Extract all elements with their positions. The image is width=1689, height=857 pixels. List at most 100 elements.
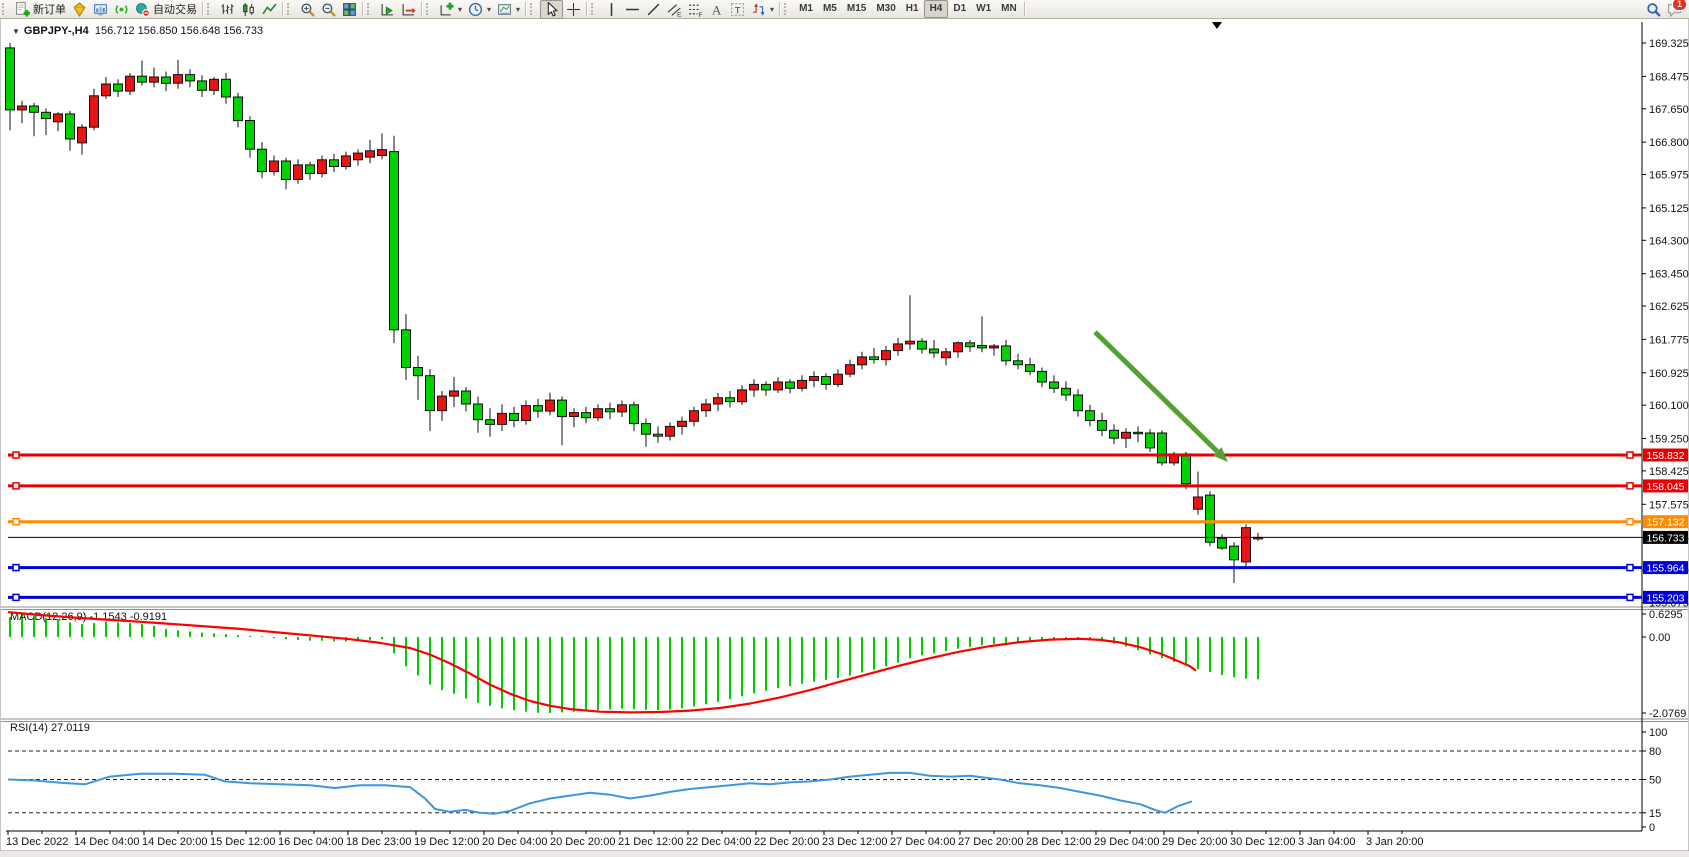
candle: [449, 390, 459, 397]
toolbar-button-zoom-out[interactable]: [318, 1, 339, 18]
toolbar-button-chart-shift[interactable]: [398, 1, 419, 18]
toolbar-button-text[interactable]: A: [706, 1, 727, 18]
candle: [1025, 364, 1035, 372]
price-chip-label: 155.964: [1647, 563, 1685, 575]
toolbar-button-fibonacci[interactable]: F: [685, 1, 706, 18]
time-label: 23 Dec 12:00: [822, 836, 887, 848]
toolbar-grip[interactable]: [530, 3, 537, 15]
toolbar-grip[interactable]: [2, 3, 9, 15]
candle: [1181, 453, 1191, 485]
toolbar-grip[interactable]: [426, 3, 433, 15]
toolbar-button-crosshair[interactable]: [563, 1, 584, 18]
toolbar-button-horizontal-line[interactable]: [622, 1, 643, 18]
toolbar-button-new-order[interactable]: 新订单: [12, 1, 69, 18]
rsi-line: [7, 771, 1193, 815]
trend-arrow[interactable]: [1093, 330, 1220, 454]
price-chip: [1643, 515, 1688, 529]
toolbar-button-indicators[interactable]: ▾: [436, 1, 465, 18]
toolbar-separator: [282, 2, 283, 16]
price-tick-label: 157.575: [1649, 499, 1689, 511]
toolbar-button-search[interactable]: [1643, 1, 1664, 18]
collapse-icon[interactable]: ▼: [12, 27, 20, 36]
toolbar-button-zoom-in[interactable]: [297, 1, 318, 18]
tf-H4[interactable]: H4: [923, 0, 949, 18]
time-label: 22 Dec 04:00: [686, 836, 751, 848]
dropdown-caret-icon[interactable]: ▾: [487, 4, 492, 14]
price-chip-label: 156.733: [1647, 532, 1685, 544]
dropdown-caret-icon[interactable]: ▾: [516, 4, 521, 14]
candle: [749, 383, 759, 391]
toolbar-button-periods[interactable]: ▾: [465, 1, 494, 18]
toolbar-button-candlestick-chart[interactable]: [238, 1, 259, 18]
candle: [797, 379, 807, 389]
toolbar-button-auto-trading[interactable]: 自动交易: [132, 1, 200, 18]
candle: [437, 395, 447, 412]
candle: [785, 381, 795, 389]
rsi-pane[interactable]: [2, 722, 1640, 831]
toolbar-separator: [1023, 2, 1025, 16]
line-handle[interactable]: [1626, 593, 1634, 602]
tf-M5[interactable]: M5: [822, 3, 837, 14]
line-handle[interactable]: [12, 451, 20, 459]
rsi-tick-label: 50: [1649, 775, 1661, 787]
indicators-icon: [439, 2, 454, 17]
toolbar-grip[interactable]: [287, 3, 294, 15]
toolbar-button-vertical-line[interactable]: [601, 1, 622, 18]
toolbar-grip[interactable]: [367, 3, 374, 15]
line-handle[interactable]: [12, 517, 20, 526]
candle: [581, 412, 591, 419]
toolbar-button-tile-windows[interactable]: [339, 1, 360, 18]
macd-pane[interactable]: [2, 610, 1640, 718]
price-tick-label: 168.475: [1649, 71, 1689, 83]
candle: [1001, 345, 1011, 362]
line-handle[interactable]: [12, 482, 20, 490]
tf-M30[interactable]: M30: [876, 3, 896, 14]
candle: [1097, 420, 1107, 431]
line-handle[interactable]: [1626, 517, 1634, 526]
tf-M1[interactable]: M1: [799, 3, 813, 14]
toolbar-button-quotes[interactable]: [69, 1, 90, 18]
toolbar-button-line-chart[interactable]: [259, 1, 280, 18]
dropdown-caret-icon[interactable]: ▾: [770, 4, 775, 14]
line-handle[interactable]: [1626, 451, 1634, 459]
tf-D1[interactable]: D1: [953, 3, 967, 14]
toolbar-button-market-watch[interactable]: [90, 1, 111, 18]
tf-W1[interactable]: W1: [976, 3, 992, 14]
toolbar-grip[interactable]: [207, 3, 214, 15]
search-icon: [1646, 2, 1661, 17]
toolbar-button-arrows[interactable]: ▾: [748, 1, 777, 18]
candle: [677, 420, 687, 427]
line-handle[interactable]: [1626, 482, 1634, 490]
scroll-marker-icon[interactable]: [1212, 22, 1222, 29]
toolbar-grip[interactable]: [784, 3, 791, 15]
candle: [1037, 370, 1047, 383]
toolbar-button-bar-chart[interactable]: [217, 1, 238, 18]
trend-arrow-head[interactable]: [1213, 447, 1228, 462]
toolbar-button-cursor[interactable]: [540, 0, 564, 19]
line-handle[interactable]: [12, 563, 20, 572]
rsi-tick-label: 0: [1649, 822, 1655, 834]
tf-H1[interactable]: H1: [905, 3, 919, 14]
toolbar-button-auto-scroll[interactable]: [377, 1, 398, 18]
toolbar-button-notifications[interactable]: 1: [1664, 0, 1687, 18]
dropdown-caret-icon[interactable]: ▾: [458, 4, 463, 14]
line-handle[interactable]: [12, 593, 20, 602]
line-handle[interactable]: [1626, 563, 1634, 572]
toolbar-button-signals[interactable]: [111, 1, 132, 18]
tf-M15[interactable]: M15: [846, 3, 867, 14]
toolbar-grip[interactable]: [591, 3, 598, 15]
toolbar-separator: [586, 2, 588, 16]
notification-badge: 1: [1672, 0, 1687, 11]
toolbar-button-trendline[interactable]: [643, 1, 664, 18]
candle: [221, 78, 231, 98]
toolbar-button-templates[interactable]: ▾: [494, 1, 523, 18]
candle: [857, 356, 867, 366]
toolbar-button-equidistant-channel[interactable]: E: [664, 1, 685, 18]
toolbar-button-text-label[interactable]: T: [727, 1, 748, 18]
quotes-icon: [72, 1, 87, 17]
chart-shift-icon: [401, 2, 416, 17]
tf-MN[interactable]: MN: [1001, 3, 1017, 14]
trendline-icon: [646, 2, 661, 17]
main-pane[interactable]: [2, 22, 1640, 606]
